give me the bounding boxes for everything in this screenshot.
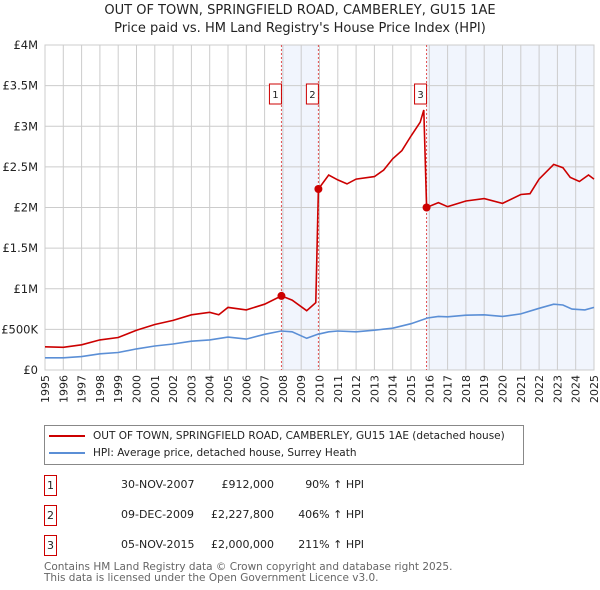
sale-hpi-diff: 406% ↑ HPI (298, 508, 364, 521)
x-tick-label: 2006 (240, 375, 253, 403)
y-tick-label: £3.5M (2, 79, 38, 93)
x-tick-label: 2025 (588, 375, 600, 403)
sale-label-box (414, 83, 428, 105)
footer-copyright: Contains HM Land Registry data © Crown c… (44, 561, 453, 573)
chart-plot: 1995 1996 1997 1998 1999 2000 2001 2002 2003 2004… (1, 38, 600, 403)
y-tick-label: £1.5M (2, 241, 38, 255)
series-line-hpi (45, 303, 595, 359)
sale-hpi-diff: 90% ↑ HPI (305, 478, 364, 491)
x-tick-label: 2021 (515, 375, 528, 403)
x-tick-label: 2017 (442, 375, 455, 403)
x-tick-label: 1997 (76, 375, 89, 403)
chart-title: OUT OF TOWN, SPRINGFIELD ROAD, CAMBERLEY… (104, 3, 496, 18)
plot-frame (44, 44, 595, 371)
x-tick-label: 2014 (387, 375, 400, 403)
x-tick-label: 2002 (167, 375, 180, 403)
table-row: 1 30-NOV-2007 £912,000 90% ↑ HPI (44, 475, 444, 496)
sale-label: 3 (417, 90, 423, 101)
legend-swatch-red (49, 435, 85, 437)
sale-badge: 3 (44, 535, 57, 556)
x-tick-label: 1995 (39, 375, 52, 403)
sale-badge: 2 (44, 505, 57, 526)
x-tick-label: 2000 (131, 375, 144, 403)
x-tick-label: 1996 (57, 375, 70, 403)
x-tick-label: 2001 (149, 375, 162, 403)
sale-label-box (305, 83, 319, 105)
sale-price: £2,227,800 (211, 508, 274, 521)
x-tick-label: 2022 (533, 375, 546, 403)
x-tick-label: 2018 (460, 375, 473, 403)
legend-item-property: OUT OF TOWN, SPRINGFIELD ROAD, CAMBERLEY… (45, 428, 505, 444)
sale-label-box (268, 83, 282, 105)
x-tick-label: 2007 (259, 375, 272, 403)
sale-hpi-diff: 211% ↑ HPI (298, 538, 364, 551)
legend-swatch-blue (49, 452, 85, 454)
x-tick-label: 2020 (497, 375, 510, 403)
sale-point (422, 203, 431, 212)
legend-item-hpi: HPI: Average price, detached house, Surr… (45, 445, 356, 461)
x-tick-label: 2009 (295, 375, 308, 403)
footer: Contains HM Land Registry data © Crown c… (44, 562, 452, 584)
series-line-property (44, 109, 595, 349)
x-tick-label: 2015 (405, 375, 418, 403)
sale-date: 05-NOV-2015 (121, 538, 195, 551)
table-row: 2 09-DEC-2009 £2,227,800 406% ↑ HPI (44, 505, 444, 526)
legend: OUT OF TOWN, SPRINGFIELD ROAD, CAMBERLEY… (44, 425, 524, 465)
sale-date: 09-DEC-2009 (121, 508, 195, 521)
sale-price: £912,000 (221, 478, 275, 491)
legend-label: OUT OF TOWN, SPRINGFIELD ROAD, CAMBERLEY… (93, 430, 505, 442)
x-tick-label: 2003 (185, 375, 198, 403)
y-tick-label: £4M (13, 38, 38, 52)
sale-point (277, 291, 286, 300)
sale-label: 1 (272, 90, 278, 101)
y-tick-label: £1M (13, 282, 38, 296)
footer-licence: This data is licensed under the Open Gov… (44, 572, 379, 584)
x-tick-label: 2008 (277, 375, 290, 403)
x-tick-label: 2019 (478, 375, 491, 403)
sale-point (314, 184, 323, 193)
chart-subtitle: Price paid vs. HM Land Registry's House … (114, 21, 486, 36)
x-tick-label: 2016 (423, 375, 436, 403)
x-tick-label: 1998 (94, 375, 107, 403)
y-tick-label: £500K (1, 322, 38, 336)
x-tick-label: 2005 (222, 375, 235, 403)
sale-badge: 1 (44, 475, 57, 496)
x-tick-label: 1999 (112, 375, 125, 403)
table-row: 3 05-NOV-2015 £2,000,000 211% ↑ HPI (44, 535, 444, 556)
x-tick-label: 2010 (314, 375, 327, 403)
legend-label: HPI: Average price, detached house, Surr… (93, 447, 357, 459)
x-tick-label: 2004 (204, 375, 217, 403)
x-tick-label: 2023 (551, 375, 564, 403)
x-tick-label: 2012 (350, 375, 363, 403)
y-tick-label: £2.5M (2, 160, 38, 174)
x-tick-label: 2011 (332, 375, 345, 403)
y-tick-label: £3M (13, 119, 38, 133)
x-tick-label: 2024 (570, 375, 583, 403)
y-tick-label: £2M (13, 201, 38, 215)
sale-price: £2,000,000 (211, 538, 274, 551)
sale-date: 30-NOV-2007 (121, 478, 195, 491)
sale-label: 2 (309, 90, 315, 101)
y-tick-label: £0 (23, 363, 38, 377)
x-tick-label: 2013 (368, 375, 381, 403)
